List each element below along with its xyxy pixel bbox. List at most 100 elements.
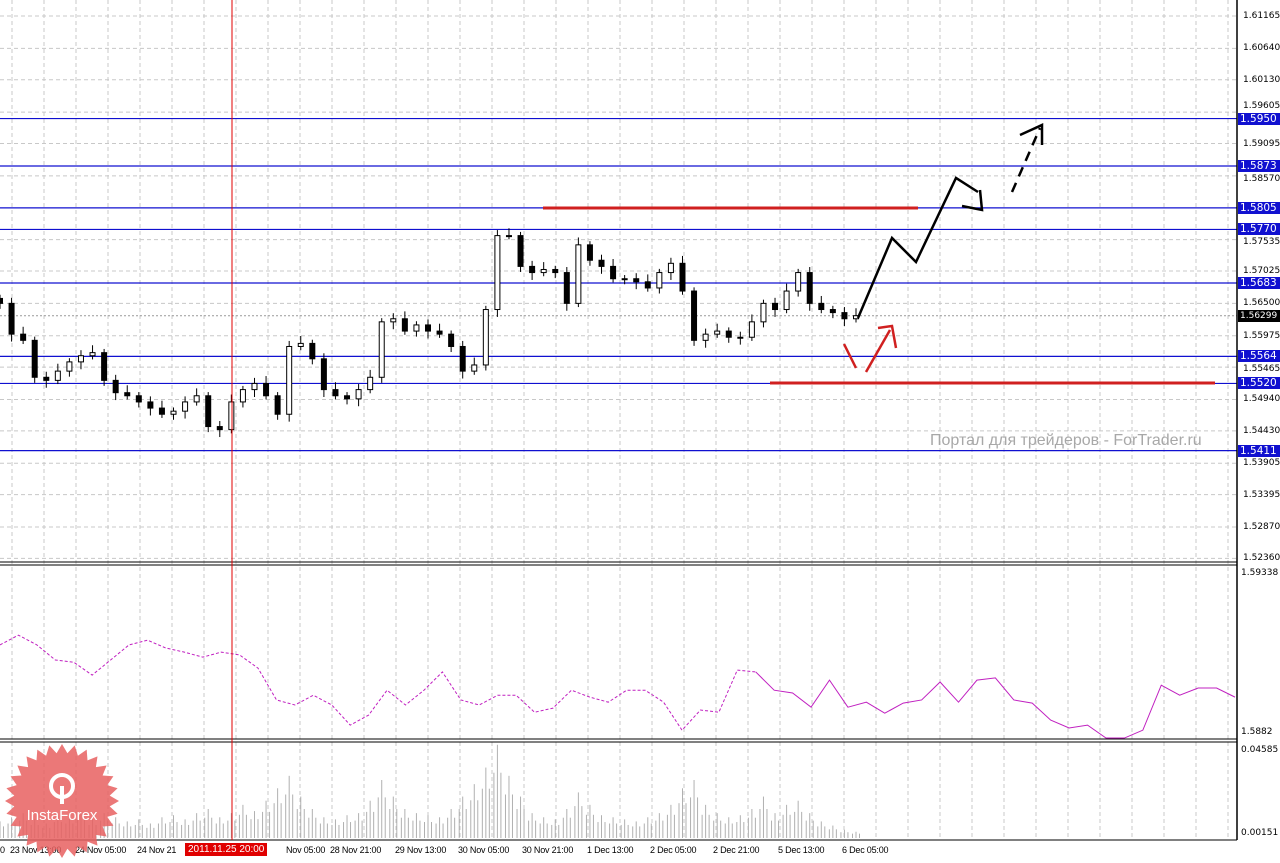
candle-body — [297, 342, 304, 347]
volume-axis-bottom: 0.00151 — [1241, 828, 1279, 838]
price-tick: 1.52870 — [1243, 522, 1280, 532]
candle-body — [586, 244, 593, 261]
candle-body — [575, 244, 582, 304]
candle-body — [436, 330, 443, 335]
candle-body — [239, 389, 246, 403]
price-tick: 1.56500 — [1243, 298, 1280, 308]
candle-body — [77, 355, 84, 363]
candle-body — [691, 290, 698, 341]
pullback-arrow-head — [877, 324, 898, 349]
candle-body — [263, 382, 270, 397]
candle-body — [841, 312, 848, 320]
time-label: 1 Dec 13:00 — [587, 845, 634, 855]
price-tick: 1.52360 — [1243, 553, 1280, 563]
candle-body — [332, 389, 339, 397]
volume-axis-top: 0.04585 — [1241, 745, 1279, 755]
indicator-line-dashed — [0, 634, 756, 731]
forecast-dashed-arrow — [1010, 127, 1042, 193]
candle-body — [818, 302, 825, 311]
time-label: 2 Dec 05:00 — [650, 845, 697, 855]
level-label: 1.5520 — [1238, 377, 1280, 389]
level-label: 1.5805 — [1238, 202, 1280, 214]
candle-body — [8, 302, 15, 335]
svg-text:InstaForex: InstaForex — [27, 807, 98, 824]
candle-body — [182, 401, 189, 412]
price-tick: 1.57535 — [1243, 237, 1280, 247]
time-label: 24 Nov 21 — [137, 845, 177, 855]
time-label: 0 — [0, 845, 5, 855]
candle-body — [517, 235, 524, 267]
candle-body — [563, 272, 570, 304]
level-label: 1.5950 — [1238, 113, 1280, 125]
price-tick: 1.54940 — [1243, 394, 1280, 404]
level-label: 1.5411 — [1238, 445, 1280, 457]
candle-body — [124, 392, 131, 397]
forecast-up-arrow — [856, 176, 979, 319]
candle-body — [806, 272, 813, 304]
candle-body — [344, 395, 351, 400]
candle-body — [505, 235, 512, 238]
candle-body — [135, 395, 142, 403]
forecast-dashed-arrow-head — [1019, 123, 1044, 145]
candle-body — [679, 262, 686, 292]
candle-body — [20, 333, 27, 341]
time-label: Nov 05:00 — [286, 845, 326, 855]
candle-body — [158, 407, 165, 415]
candle-body — [795, 272, 802, 292]
price-tick: 1.60640 — [1243, 43, 1280, 53]
candle-body — [251, 382, 258, 391]
candles — [0, 228, 859, 438]
candle-body — [644, 281, 651, 289]
candle-body — [598, 259, 605, 267]
candle-body — [413, 324, 420, 332]
candle-body — [471, 364, 478, 372]
candle-body — [320, 358, 327, 391]
crosshair-time-label: 2011.11.25 20:00 — [185, 843, 268, 856]
candle-body — [101, 352, 108, 381]
price-tick: 1.53905 — [1243, 458, 1280, 468]
candle-body — [702, 333, 709, 341]
time-label: 2 Dec 21:00 — [713, 845, 760, 855]
price-tick: 1.60130 — [1243, 75, 1280, 85]
candle-body — [714, 330, 721, 335]
pullback-arrow-up — [864, 329, 892, 373]
time-label: 5 Dec 13:00 — [778, 845, 825, 855]
indicator-axis-bottom: 1.5882 — [1241, 727, 1273, 737]
time-label: 30 Nov 21:00 — [522, 845, 574, 855]
time-label: 29 Nov 13:00 — [395, 845, 447, 855]
instaforex-logo: InstaForex — [5, 742, 120, 860]
candle-body — [656, 272, 663, 289]
candle-body — [760, 302, 767, 323]
price-tick: 1.55465 — [1243, 364, 1280, 374]
candle-body — [748, 321, 755, 338]
price-tick: 1.53395 — [1243, 490, 1280, 500]
level-label: 1.5770 — [1238, 223, 1280, 235]
candle-body — [633, 278, 640, 283]
volume-bars — [0, 744, 860, 838]
grid — [0, 0, 1237, 840]
price-tick: 1.59605 — [1243, 101, 1280, 111]
candle-body — [737, 336, 744, 339]
candle-body — [286, 345, 293, 415]
candle-body — [170, 410, 177, 415]
candle-body — [309, 342, 316, 360]
price-tick: 1.55975 — [1243, 331, 1280, 341]
price-tick: 1.58570 — [1243, 174, 1280, 184]
indicator-line-solid — [755, 671, 1236, 739]
candle-body — [54, 370, 61, 381]
candle-body — [147, 401, 154, 409]
candle-body — [829, 309, 836, 314]
candle-body — [112, 379, 119, 394]
candle-body — [0, 297, 3, 304]
candle-body — [401, 318, 408, 332]
time-label: 23 Nov 13:00 — [10, 845, 62, 855]
candle-body — [89, 352, 96, 357]
candle-body — [552, 268, 559, 274]
watermark: Портал для трейдеров - ForTrader.ru — [930, 432, 1202, 449]
current-price-label: 1.56299 — [1238, 310, 1280, 322]
price-tick: 1.59095 — [1243, 139, 1280, 149]
candle-body — [425, 324, 431, 332]
candle-body — [494, 235, 501, 311]
candle-body — [610, 265, 617, 280]
gear-icon — [49, 773, 75, 804]
